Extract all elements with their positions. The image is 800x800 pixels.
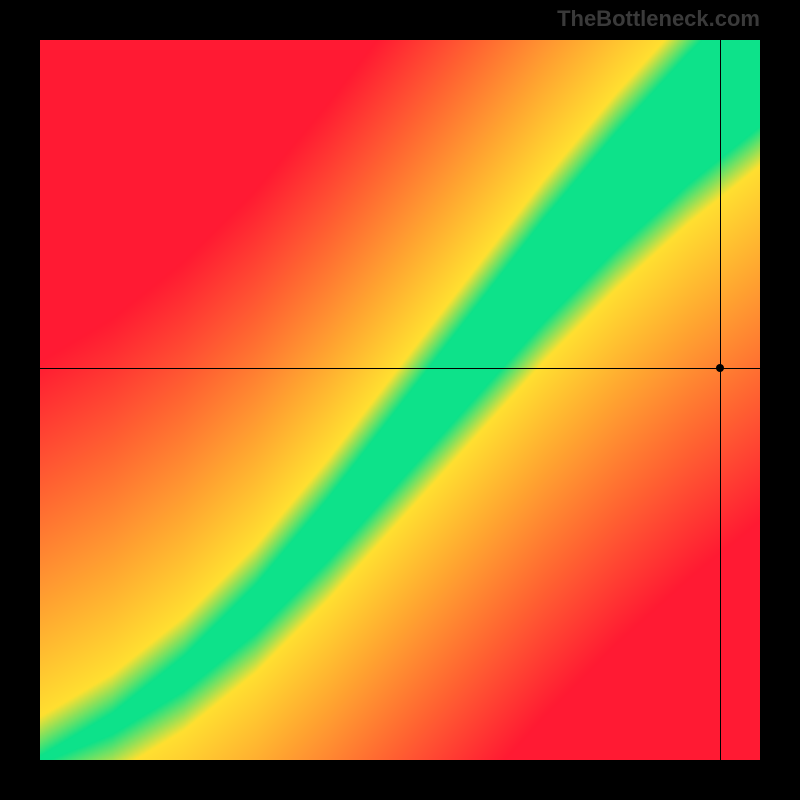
heatmap-plot	[40, 40, 760, 760]
crosshair-horizontal	[40, 368, 760, 369]
crosshair-vertical	[720, 40, 721, 760]
heatmap-canvas	[40, 40, 760, 760]
watermark-text: TheBottleneck.com	[557, 6, 760, 32]
data-marker	[716, 364, 724, 372]
